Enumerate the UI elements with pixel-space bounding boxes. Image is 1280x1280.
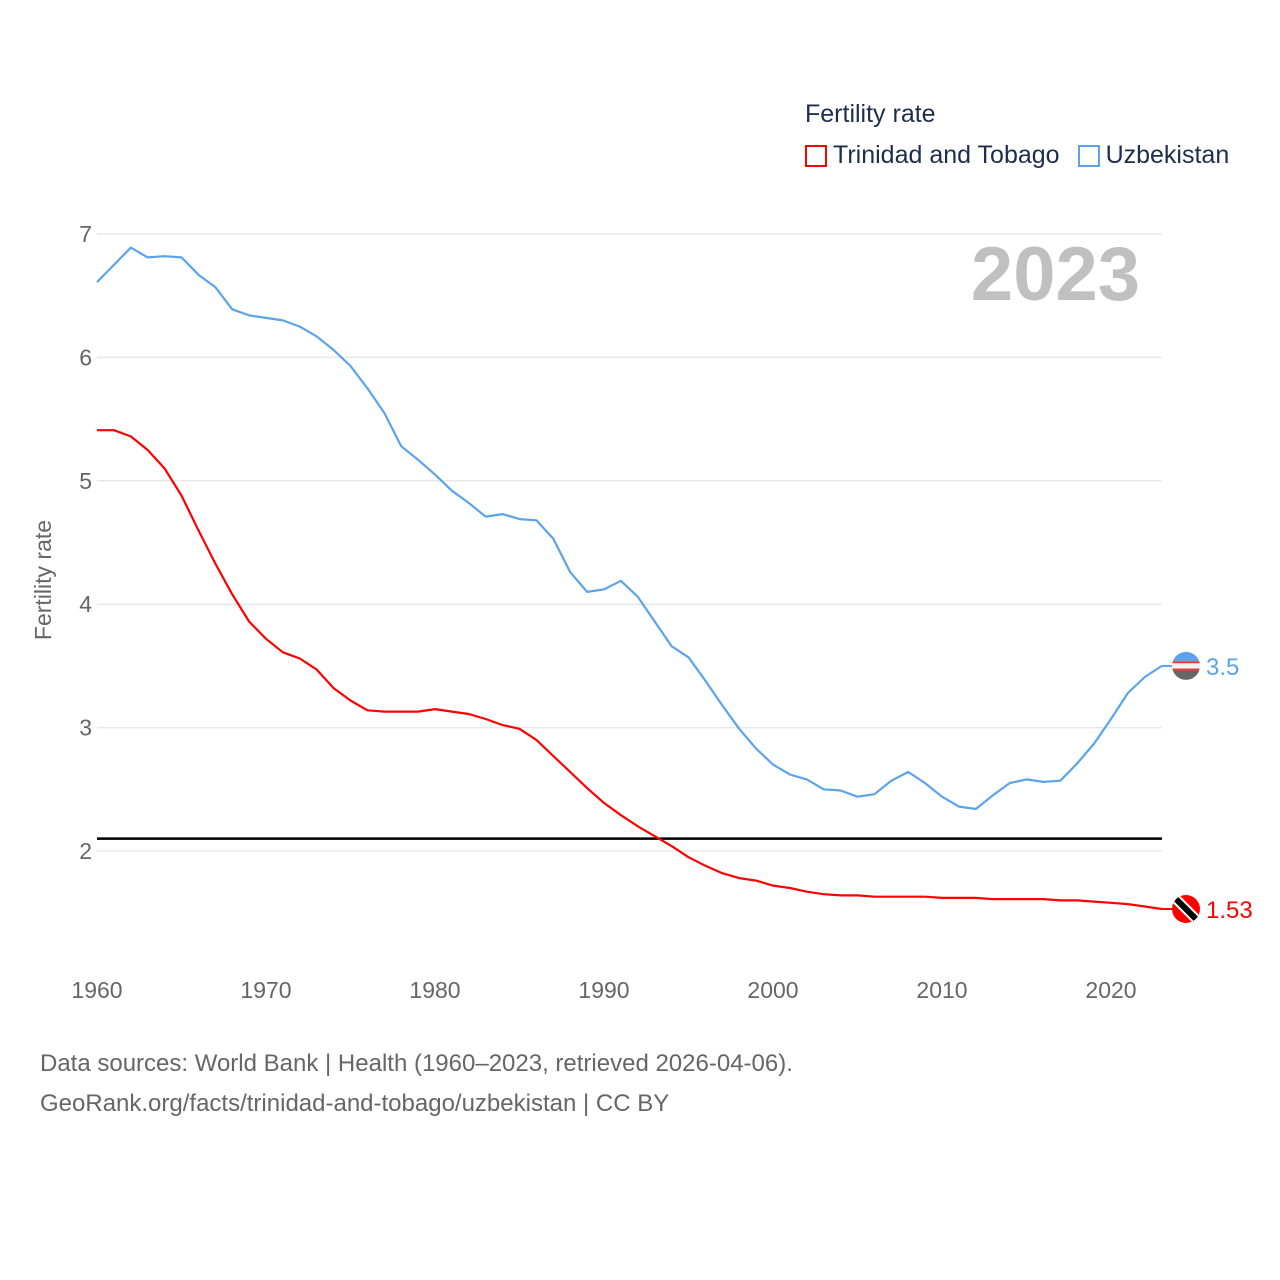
x-tick-label: 2020 bbox=[1085, 977, 1136, 1003]
legend-swatch-trinidad-and-tobago bbox=[805, 144, 827, 167]
y-tick-label: 3 bbox=[79, 715, 92, 741]
y-tick-label: 2 bbox=[79, 838, 92, 864]
x-tick-label: 1990 bbox=[578, 977, 629, 1003]
x-tick-label: 2010 bbox=[916, 977, 967, 1003]
data-source-text: Data sources: World Bank | Health (1960–… bbox=[40, 1050, 793, 1077]
y-tick-label: 5 bbox=[79, 468, 92, 494]
y-tick-label: 6 bbox=[79, 344, 92, 370]
y-tick-label: 4 bbox=[79, 591, 92, 617]
legend-title: Fertility rate bbox=[805, 100, 936, 128]
year-label: 2023 bbox=[971, 232, 1140, 317]
x-tick-label: 1970 bbox=[240, 977, 291, 1003]
x-tick-label: 2000 bbox=[747, 977, 798, 1003]
y-axis-label: Fertility rate bbox=[30, 520, 56, 640]
x-tick-label: 1980 bbox=[409, 977, 460, 1003]
legend: Fertility rate Trinidad and Tobago Uzbek… bbox=[805, 100, 1229, 170]
y-tick-label: 7 bbox=[79, 221, 92, 247]
end-value-label: 3.5 bbox=[1206, 654, 1239, 681]
series-line-uzbekistan bbox=[96, 246, 1163, 811]
legend-label: Uzbekistan bbox=[1105, 141, 1230, 169]
end-value-label: 1.53 bbox=[1206, 897, 1253, 924]
legend-item-uzbekistan[interactable]: Uzbekistan bbox=[1077, 141, 1230, 170]
legend-item-trinidad-and-tobago[interactable]: Trinidad and Tobago bbox=[805, 141, 1060, 170]
footer: Data sources: World Bank | Health (1960–… bbox=[40, 1044, 793, 1124]
series-line-trinidad-and-tobago bbox=[97, 429, 1162, 911]
trinidad-and-tobago-flag-icon bbox=[1172, 894, 1200, 923]
legend-swatch-uzbekistan bbox=[1077, 144, 1100, 167]
x-tick-label: 1960 bbox=[71, 977, 122, 1003]
legend-label: Trinidad and Tobago bbox=[833, 141, 1060, 169]
uzbekistan-flag-icon bbox=[1172, 651, 1200, 680]
source-link[interactable]: GeoRank.org/facts/trinidad-and-tobago/uz… bbox=[40, 1090, 670, 1117]
